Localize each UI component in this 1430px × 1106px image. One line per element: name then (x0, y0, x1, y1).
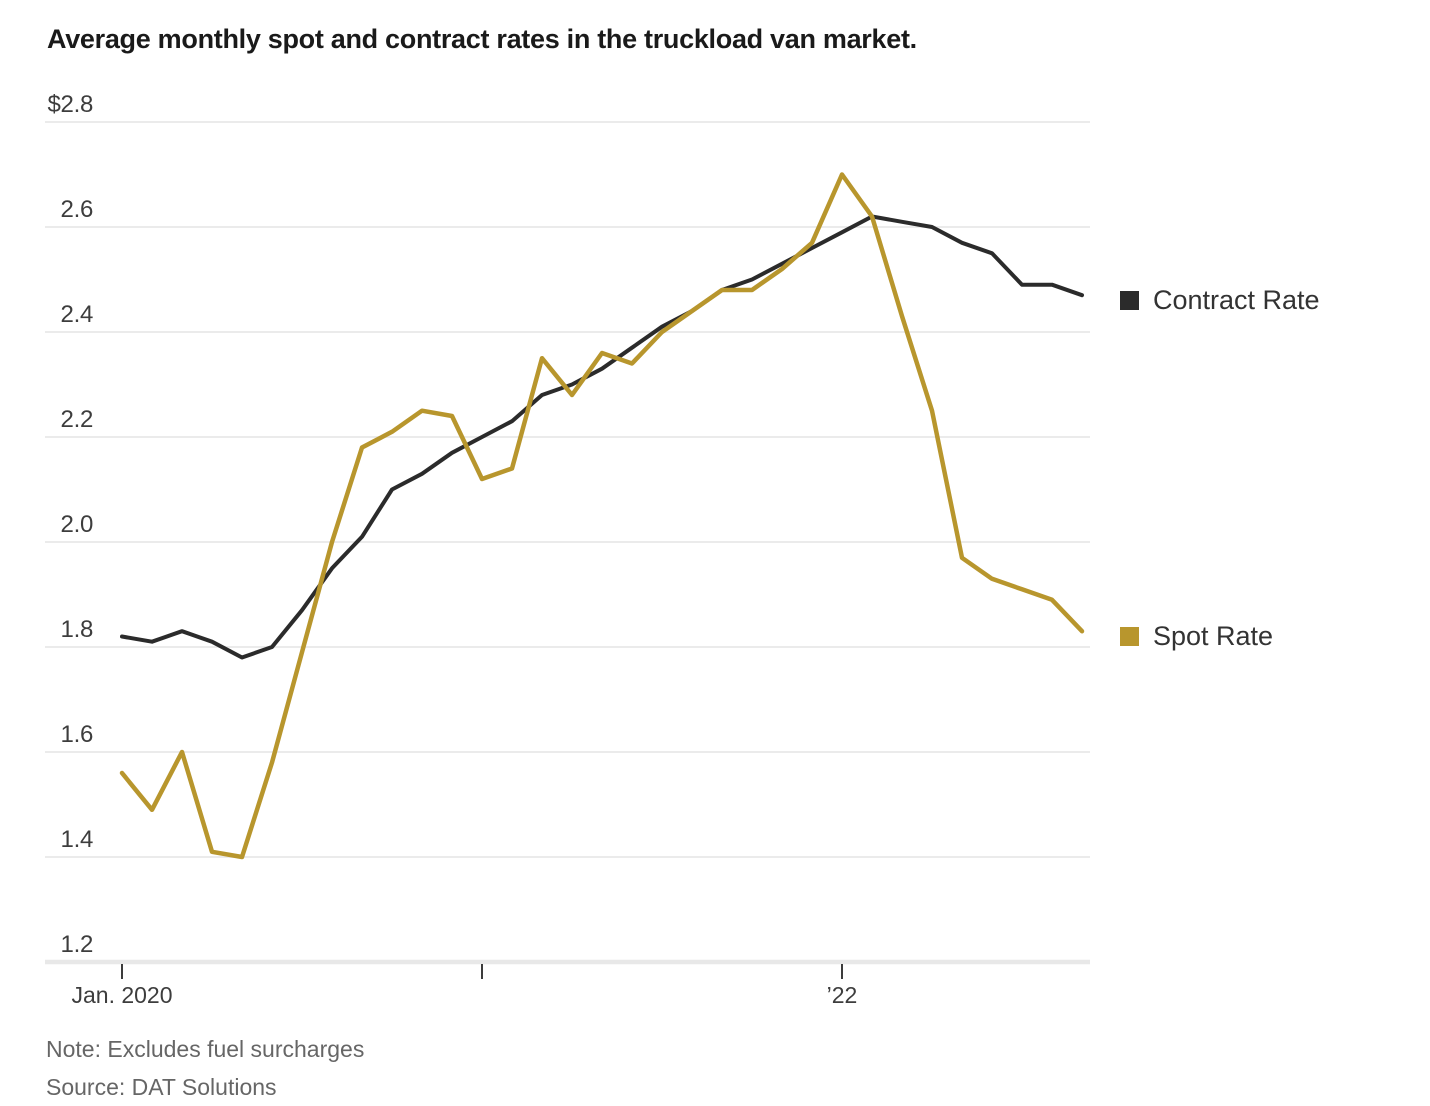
legend-label-contract-rate: Contract Rate (1153, 285, 1320, 316)
y-axis-label: 2.0 (60, 511, 94, 538)
y-axis-label: 2.6 (60, 196, 94, 223)
x-axis-label: ’22 (826, 982, 858, 1008)
y-axis-label: 1.8 (60, 616, 94, 643)
legend-label-spot-rate: Spot Rate (1153, 621, 1274, 652)
chart-note: Note: Excludes fuel surcharges (46, 1036, 365, 1062)
spot-rate-line (119, 172, 1085, 860)
y-axis-label: 2.2 (60, 406, 94, 433)
chart-source: Source: DAT Solutions (46, 1074, 277, 1100)
y-axis-label: 2.4 (60, 301, 94, 328)
legend-item-spot-rate: Spot Rate (1120, 621, 1273, 652)
y-axis-label: 1.4 (60, 826, 94, 853)
y-axis-label: $2.8 (47, 91, 93, 118)
chart-title: Average monthly spot and contract rates … (47, 24, 917, 54)
legend-item-contract-rate: Contract Rate (1120, 285, 1320, 316)
spot-rate-swatch-icon (1120, 627, 1139, 647)
y-axis-label: 1.2 (60, 931, 94, 958)
contract-rate-swatch-icon (1120, 291, 1139, 311)
x-axis-label: Jan. 2020 (71, 982, 173, 1008)
y-axis-label: 1.6 (60, 721, 94, 748)
contract-rate-line (120, 214, 1084, 660)
